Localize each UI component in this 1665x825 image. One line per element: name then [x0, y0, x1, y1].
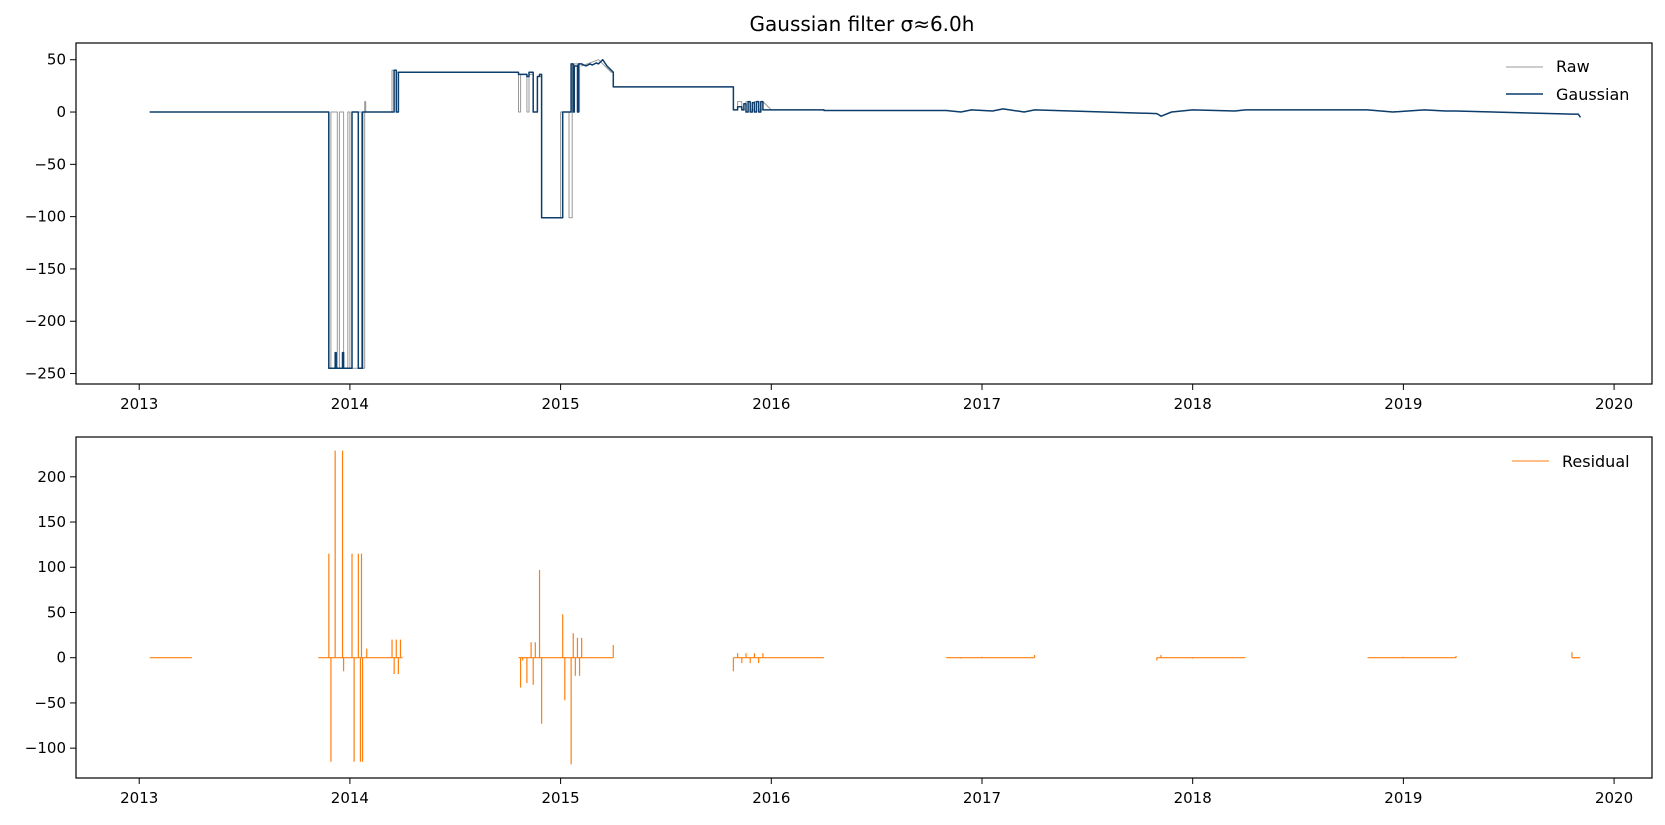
residual-x-tick-label: 2013	[120, 789, 158, 807]
raw-gaussian-y-tick-label: −200	[25, 312, 66, 330]
residual-y-tick-label: 150	[37, 513, 66, 531]
residual-x-tick-label: 2017	[963, 789, 1001, 807]
residual-legend: Residual	[1512, 452, 1630, 471]
raw-gaussian-axes-frame	[75, 42, 1653, 385]
raw-gaussian-x-tick-label: 2014	[331, 395, 369, 413]
legend-label-residual: Residual	[1562, 452, 1630, 471]
raw-gaussian-plot-area	[149, 58, 1582, 370]
raw-gaussian-x-tick-label: 2015	[542, 395, 580, 413]
residual-y-tick-label: 100	[37, 558, 66, 576]
residual-x-tick-label: 2015	[542, 789, 580, 807]
raw-gaussian-x-ticks: 2013 2014 2015 2016 2017 2018 2019 2020	[120, 384, 1633, 413]
series-line-gaussian	[149, 58, 1582, 370]
raw-gaussian-y-tick-label: 0	[56, 103, 66, 121]
residual-axes: 2013 2014 2015 2016 2017 2018 2019 2020 200 150 1…	[25, 436, 1653, 807]
series-line-raw	[149, 59, 1581, 369]
residual-x-tick-label: 2019	[1384, 789, 1422, 807]
raw-gaussian-y-tick-label: −250	[25, 365, 66, 383]
residual-x-tick-label: 2018	[1174, 789, 1212, 807]
residual-x-tick-label: 2014	[331, 789, 369, 807]
legend-label-raw: Raw	[1556, 57, 1590, 76]
residual-y-ticks: 200 150 100 50 0 −50 −100	[25, 468, 76, 757]
residual-y-tick-label: 0	[56, 649, 66, 667]
raw-gaussian-x-tick-label: 2017	[963, 395, 1001, 413]
raw-gaussian-x-tick-label: 2016	[752, 395, 790, 413]
residual-axes-frame	[75, 436, 1653, 779]
raw-gaussian-x-tick-label: 2020	[1595, 395, 1633, 413]
raw-gaussian-y-tick-label: −150	[25, 260, 66, 278]
raw-gaussian-axes: 2013 2014 2015 2016 2017 2018 2019 2020 50 0 −50 −…	[25, 42, 1653, 413]
residual-x-ticks: 2013 2014 2015 2016 2017 2018 2019 2020	[120, 778, 1633, 807]
raw-gaussian-x-tick-label: 2018	[1174, 395, 1212, 413]
residual-plot-area	[149, 450, 1581, 765]
raw-gaussian-y-tick-label: −100	[25, 208, 66, 226]
legend-label-gaussian: Gaussian	[1556, 85, 1629, 104]
raw-gaussian-legend: Raw Gaussian	[1506, 57, 1629, 104]
raw-gaussian-y-tick-label: 50	[47, 51, 66, 69]
raw-gaussian-x-tick-label: 2013	[120, 395, 158, 413]
residual-y-tick-label: −100	[25, 739, 66, 757]
residual-y-tick-label: −50	[34, 694, 66, 712]
residual-y-tick-label: 200	[37, 468, 66, 486]
residual-y-tick-label: 50	[47, 603, 66, 621]
raw-gaussian-x-tick-label: 2019	[1384, 395, 1422, 413]
figure-title: Gaussian filter σ≈6.0h	[750, 12, 975, 36]
raw-gaussian-y-ticks: 50 0 −50 −100 −150 −200 −250	[25, 51, 76, 383]
raw-gaussian-y-tick-label: −50	[34, 155, 66, 173]
residual-x-tick-label: 2020	[1595, 789, 1633, 807]
residual-x-tick-label: 2016	[752, 789, 790, 807]
